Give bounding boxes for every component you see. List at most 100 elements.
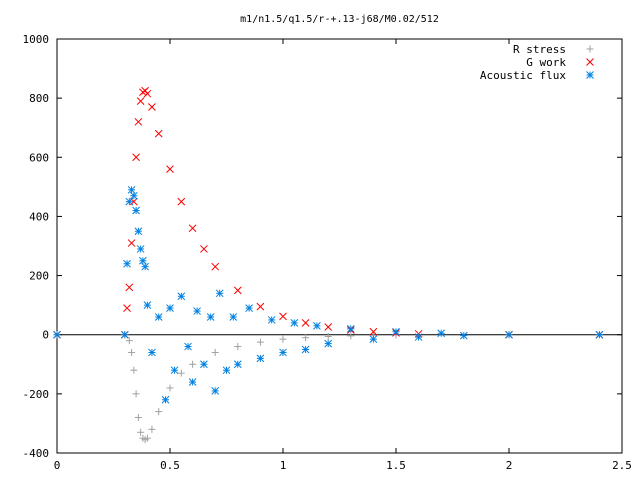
marker-stroke — [53, 330, 61, 339]
y-tick-label: -200 — [23, 388, 50, 401]
marker-stroke — [233, 360, 242, 369]
data-point — [134, 117, 143, 126]
legend-label: R stress — [513, 43, 566, 56]
chart-title: m1/n1.5/q1.5/r-+.13-j68/M0.02/512 — [240, 14, 439, 25]
data-point — [166, 384, 174, 392]
data-point — [505, 330, 513, 339]
data-point — [166, 165, 174, 173]
marker-stroke — [256, 354, 265, 363]
data-point — [188, 224, 197, 233]
x-tick-label: 1 — [280, 459, 287, 472]
data-point — [123, 304, 131, 312]
marker-stroke — [301, 345, 310, 354]
data-point — [125, 197, 134, 206]
data-point — [123, 259, 131, 268]
data-point — [139, 88, 147, 97]
marker-stroke — [184, 342, 192, 351]
marker-stroke — [301, 319, 310, 327]
marker-stroke — [313, 321, 321, 330]
marker-stroke — [139, 88, 147, 97]
legend-label: G work — [526, 56, 566, 69]
marker-stroke — [123, 304, 131, 312]
data-point — [130, 366, 138, 374]
marker-stroke — [143, 89, 152, 98]
marker-stroke — [127, 239, 136, 247]
data-point — [233, 360, 242, 369]
marker-stroke — [279, 348, 287, 357]
data-point — [302, 334, 310, 342]
data-point — [137, 428, 145, 436]
data-point — [170, 366, 179, 375]
data-point — [177, 369, 185, 377]
marker-stroke — [324, 323, 333, 331]
marker-stroke — [120, 330, 129, 339]
data-point — [256, 302, 265, 311]
data-point — [206, 313, 215, 321]
data-point — [136, 245, 145, 253]
marker-stroke — [134, 117, 143, 126]
marker-stroke — [177, 292, 186, 301]
data-point — [211, 262, 220, 271]
data-point — [279, 348, 287, 357]
marker-stroke — [154, 129, 163, 138]
data-point — [256, 338, 264, 346]
data-point — [128, 348, 136, 356]
data-point — [154, 129, 163, 138]
marker-stroke — [414, 333, 423, 341]
marker-stroke — [505, 330, 513, 339]
marker-stroke — [143, 301, 152, 309]
data-point — [127, 185, 136, 194]
marker-stroke — [215, 289, 224, 298]
y-tick-label: 0 — [42, 329, 49, 342]
marker-stroke — [132, 153, 140, 162]
marker-stroke — [170, 366, 179, 375]
data-point — [132, 390, 140, 398]
data-point — [148, 425, 156, 433]
marker-stroke — [586, 71, 594, 79]
series-2 — [53, 185, 604, 404]
data-point — [139, 256, 147, 265]
data-point — [177, 197, 186, 206]
data-point — [155, 408, 163, 416]
marker-stroke — [148, 103, 156, 111]
data-point — [324, 323, 333, 331]
data-point — [459, 331, 468, 340]
y-tick-label: -400 — [23, 447, 50, 460]
data-point — [132, 153, 140, 162]
plot-frame — [56, 38, 623, 454]
marker-stroke — [177, 197, 186, 206]
data-point — [211, 348, 219, 356]
marker-stroke — [132, 206, 140, 215]
data-point — [125, 283, 134, 292]
marker-stroke — [369, 335, 378, 344]
data-point — [161, 395, 170, 404]
data-point — [134, 414, 142, 422]
data-point — [437, 329, 446, 338]
data-point — [347, 332, 355, 340]
data-point — [324, 339, 333, 348]
y-tick-label: 400 — [29, 210, 49, 223]
marker-stroke — [123, 259, 131, 268]
marker-stroke — [139, 256, 147, 265]
data-point — [53, 330, 61, 339]
marker-stroke — [206, 313, 215, 321]
data-point — [245, 304, 253, 312]
data-point — [166, 304, 174, 312]
marker-stroke — [188, 224, 197, 233]
legend-marker — [586, 71, 594, 79]
marker-stroke — [166, 304, 174, 312]
marker-stroke — [586, 58, 594, 66]
marker-stroke — [229, 313, 238, 321]
x-tick-label: 1.5 — [386, 459, 406, 472]
marker-stroke — [369, 327, 378, 336]
marker-stroke — [392, 327, 400, 336]
series-0 — [53, 331, 603, 444]
data-point — [193, 307, 201, 315]
data-point — [414, 333, 423, 341]
marker-stroke — [141, 262, 149, 271]
data-point — [267, 316, 276, 324]
data-point — [211, 387, 220, 395]
marker-stroke — [290, 319, 299, 327]
